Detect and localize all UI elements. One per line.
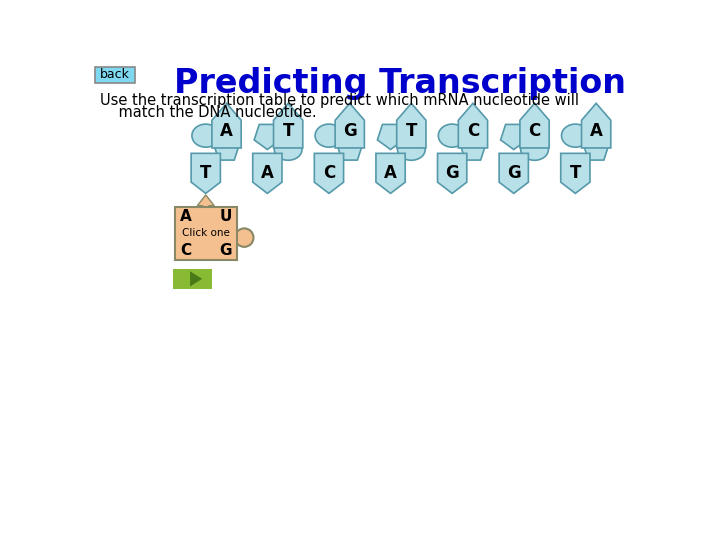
- Text: T: T: [570, 164, 581, 183]
- Text: G: G: [445, 164, 459, 183]
- Polygon shape: [212, 103, 241, 148]
- Text: C: C: [180, 243, 192, 258]
- Text: A: A: [384, 164, 397, 183]
- Text: A: A: [180, 209, 192, 224]
- FancyBboxPatch shape: [174, 269, 212, 289]
- Text: back: back: [100, 68, 130, 82]
- Polygon shape: [190, 271, 202, 286]
- Polygon shape: [461, 137, 485, 160]
- Polygon shape: [254, 124, 281, 150]
- Text: Click one: Click one: [182, 228, 230, 239]
- Polygon shape: [500, 124, 527, 150]
- Polygon shape: [191, 153, 220, 193]
- Polygon shape: [582, 103, 611, 148]
- Ellipse shape: [274, 139, 302, 160]
- Text: Use the transcription table to predict which mRNA nucleotide will: Use the transcription table to predict w…: [99, 93, 578, 107]
- Text: C: C: [323, 164, 335, 183]
- Ellipse shape: [521, 139, 549, 160]
- Ellipse shape: [438, 124, 466, 147]
- Text: C: C: [467, 122, 479, 140]
- Text: G: G: [507, 164, 521, 183]
- Polygon shape: [459, 103, 487, 148]
- Text: G: G: [343, 122, 356, 140]
- Text: G: G: [220, 243, 232, 258]
- Text: C: C: [528, 122, 541, 140]
- Ellipse shape: [192, 124, 220, 147]
- Polygon shape: [335, 103, 364, 148]
- Text: A: A: [261, 164, 274, 183]
- FancyBboxPatch shape: [175, 207, 237, 260]
- Circle shape: [235, 228, 253, 247]
- Text: T: T: [405, 122, 417, 140]
- Polygon shape: [438, 153, 467, 193]
- Polygon shape: [520, 103, 549, 148]
- Text: T: T: [282, 122, 294, 140]
- Polygon shape: [397, 103, 426, 148]
- Text: U: U: [220, 209, 232, 224]
- Text: match the DNA nucleotide.: match the DNA nucleotide.: [99, 105, 316, 120]
- Polygon shape: [376, 153, 405, 193]
- FancyArrow shape: [197, 195, 215, 207]
- Text: A: A: [590, 122, 603, 140]
- Ellipse shape: [397, 139, 426, 160]
- Polygon shape: [377, 124, 404, 150]
- Ellipse shape: [315, 124, 343, 147]
- Polygon shape: [561, 153, 590, 193]
- Polygon shape: [274, 103, 303, 148]
- FancyBboxPatch shape: [95, 67, 135, 83]
- Text: Predicting Transcription: Predicting Transcription: [174, 67, 626, 100]
- Text: T: T: [200, 164, 212, 183]
- Ellipse shape: [562, 124, 589, 147]
- Polygon shape: [584, 137, 608, 160]
- Polygon shape: [499, 153, 528, 193]
- Polygon shape: [253, 153, 282, 193]
- Polygon shape: [214, 137, 239, 160]
- Text: A: A: [220, 122, 233, 140]
- Polygon shape: [337, 137, 362, 160]
- Polygon shape: [315, 153, 343, 193]
